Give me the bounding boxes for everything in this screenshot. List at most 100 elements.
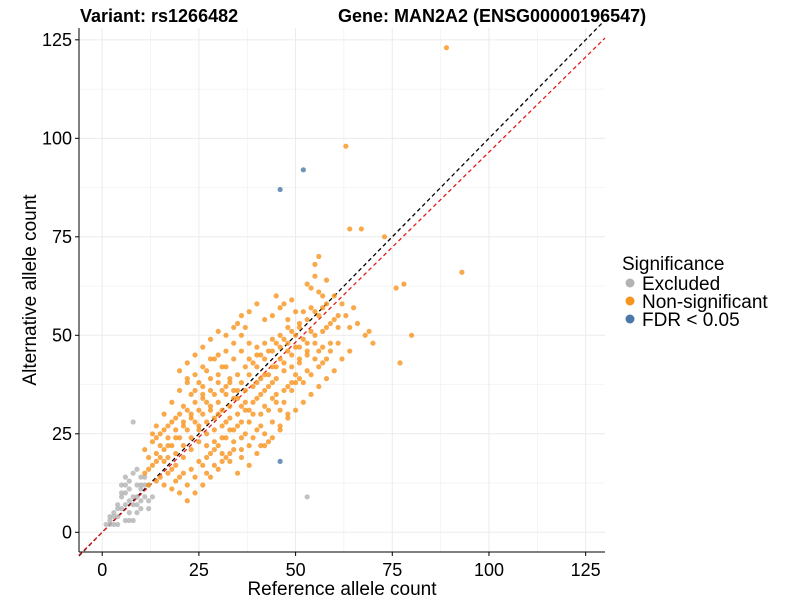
point-excluded	[107, 517, 113, 524]
point-non-significant	[331, 316, 337, 323]
legend-label-fdr: FDR < 0.05	[642, 310, 740, 331]
point-non-significant	[215, 328, 221, 334]
point-excluded	[130, 494, 136, 500]
point-non-significant	[273, 364, 279, 370]
point-non-significant	[188, 391, 194, 398]
point-non-significant	[231, 387, 237, 394]
point-non-significant	[335, 340, 341, 346]
axes	[78, 28, 605, 553]
point-non-significant	[204, 454, 210, 461]
point-non-significant	[304, 281, 310, 287]
point-non-significant	[316, 383, 322, 390]
point-non-significant	[289, 328, 295, 334]
point-excluded	[126, 510, 132, 516]
point-non-significant	[227, 458, 233, 464]
point-non-significant	[207, 387, 214, 394]
point-non-significant	[312, 309, 318, 315]
point-non-significant	[231, 427, 237, 433]
point-non-significant	[285, 324, 291, 331]
point-non-significant	[254, 427, 260, 433]
point-non-significant	[459, 269, 465, 275]
point-excluded	[134, 494, 140, 500]
point-non-significant	[281, 368, 287, 374]
point-non-significant	[269, 364, 275, 370]
point-non-significant	[331, 293, 337, 299]
point-non-significant	[254, 364, 260, 370]
point-excluded	[122, 474, 129, 480]
point-non-significant	[161, 427, 167, 433]
point-non-significant	[192, 372, 198, 378]
point-non-significant	[443, 45, 450, 51]
point-excluded	[122, 490, 129, 496]
point-non-significant	[173, 478, 179, 484]
point-non-significant	[173, 427, 179, 433]
point-non-significant	[165, 435, 171, 441]
point-excluded	[111, 521, 117, 528]
point-non-significant	[362, 332, 368, 338]
point-non-significant	[223, 348, 229, 354]
point-non-significant	[242, 364, 248, 370]
point-non-significant	[200, 364, 206, 370]
point-non-significant	[142, 446, 148, 453]
point-non-significant	[173, 462, 179, 468]
point-non-significant	[238, 348, 245, 354]
point-non-significant	[238, 379, 245, 386]
point-non-significant	[196, 407, 202, 413]
point-non-significant	[184, 482, 190, 488]
point-non-significant	[219, 364, 225, 370]
point-non-significant	[180, 403, 187, 409]
point-excluded	[138, 482, 144, 488]
point-non-significant	[161, 446, 167, 453]
point-non-significant	[320, 360, 326, 366]
point-non-significant	[192, 387, 198, 394]
point-excluded	[107, 513, 113, 520]
point-excluded	[304, 494, 310, 500]
point-non-significant	[223, 391, 229, 398]
point-non-significant	[207, 356, 214, 362]
point-non-significant	[246, 407, 252, 413]
point-non-significant	[323, 277, 330, 283]
point-non-significant	[219, 407, 225, 413]
point-non-significant	[300, 379, 306, 386]
point-non-significant	[304, 340, 310, 346]
point-non-significant	[277, 407, 283, 413]
point-non-significant	[277, 344, 283, 350]
point-non-significant	[258, 423, 264, 429]
point-non-significant	[316, 289, 322, 295]
point-excluded	[115, 506, 121, 512]
point-non-significant	[292, 379, 299, 386]
point-excluded	[122, 502, 129, 508]
point-non-significant	[219, 458, 225, 464]
point-excluded	[138, 498, 144, 504]
point-non-significant	[323, 376, 330, 382]
point-non-significant	[173, 450, 179, 457]
point-non-significant	[292, 309, 299, 315]
point-non-significant	[269, 435, 275, 441]
point-non-significant	[308, 305, 314, 311]
point-non-significant	[277, 356, 283, 362]
point-non-significant	[262, 372, 268, 378]
grid-lines	[79, 28, 605, 552]
point-non-significant	[254, 379, 260, 386]
point-non-significant	[285, 383, 291, 390]
point-non-significant	[277, 427, 283, 433]
point-non-significant	[273, 293, 279, 299]
point-non-significant	[347, 348, 353, 354]
reference-line-identity	[78, 19, 606, 557]
point-non-significant	[269, 313, 275, 319]
point-non-significant	[397, 360, 403, 366]
point-non-significant	[188, 435, 194, 441]
point-non-significant	[184, 498, 190, 504]
point-excluded	[130, 470, 136, 476]
point-non-significant	[184, 427, 190, 433]
point-non-significant	[223, 419, 229, 425]
point-non-significant	[215, 411, 221, 417]
point-non-significant	[192, 399, 198, 405]
point-non-significant	[223, 454, 229, 461]
point-non-significant	[331, 368, 337, 374]
point-excluded	[146, 506, 152, 512]
point-non-significant	[180, 454, 187, 461]
point-non-significant	[211, 356, 217, 362]
point-non-significant	[153, 435, 159, 441]
point-non-significant	[180, 443, 187, 449]
